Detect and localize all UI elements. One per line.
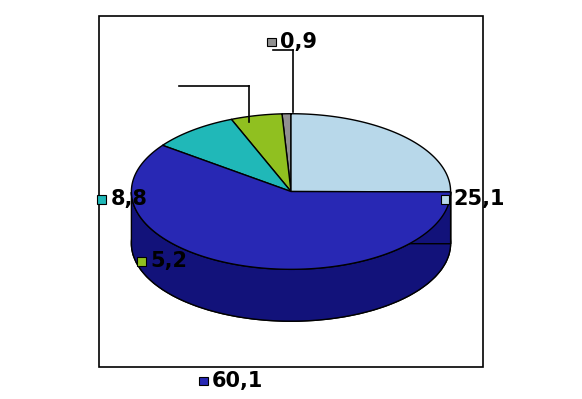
- Text: 25,1: 25,1: [453, 190, 505, 209]
- Polygon shape: [132, 192, 450, 321]
- Text: 60,1: 60,1: [212, 371, 264, 391]
- Polygon shape: [162, 119, 291, 192]
- Polygon shape: [291, 192, 450, 244]
- Bar: [199, 377, 208, 385]
- Bar: [267, 38, 276, 46]
- Text: 0,9: 0,9: [280, 32, 317, 52]
- Text: 8,8: 8,8: [110, 190, 147, 209]
- Polygon shape: [282, 114, 291, 192]
- Bar: [441, 195, 449, 204]
- Polygon shape: [232, 114, 291, 192]
- Ellipse shape: [132, 166, 450, 321]
- Text: 5,2: 5,2: [150, 251, 187, 271]
- Bar: [137, 257, 146, 266]
- Polygon shape: [132, 145, 450, 269]
- Polygon shape: [291, 192, 450, 244]
- Polygon shape: [291, 114, 450, 192]
- Bar: [97, 195, 107, 204]
